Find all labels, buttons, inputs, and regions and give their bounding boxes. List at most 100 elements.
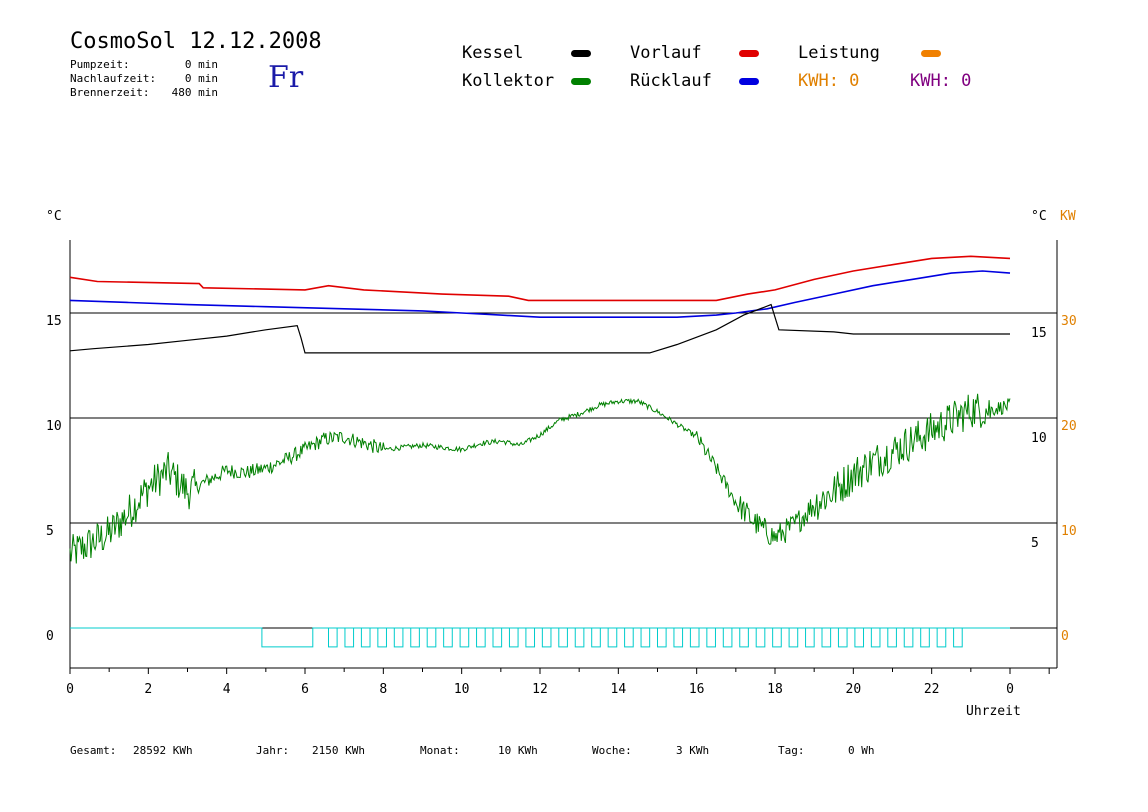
footer-monat-value: 10 KWh <box>498 744 538 757</box>
pump-pulse <box>854 627 865 648</box>
footer-monat-label: Monat: <box>420 744 460 757</box>
pump-pulse <box>410 627 420 648</box>
y-left-tick-label: 15 <box>46 314 62 329</box>
y-left-axis-label: °C <box>46 209 62 224</box>
brennerzeit-value: 480 min <box>171 86 218 99</box>
legend-kessel-swatch <box>571 50 591 57</box>
y-left-tick-label: 10 <box>46 419 62 434</box>
pump-pulse <box>574 627 585 648</box>
pump-pulse <box>920 627 930 648</box>
series-pump-line <box>70 627 1010 648</box>
x-tick-label: 6 <box>301 682 309 697</box>
pump-pulse <box>640 627 651 648</box>
pump-pulse <box>870 627 881 648</box>
x-tick-label: 10 <box>454 682 470 697</box>
pump-pulse <box>903 627 914 648</box>
series-ruecklauf-line <box>69 270 1011 318</box>
pump-pulse <box>722 627 733 648</box>
pump-pulse <box>508 627 519 648</box>
x-tick-label: 22 <box>924 682 940 697</box>
pump-pulse <box>558 627 568 648</box>
footer-woche-label: Woche: <box>592 744 632 757</box>
series-vorlauf-line <box>69 255 1011 302</box>
legend-leistung-swatch <box>921 50 941 57</box>
y-left-tick-label: 5 <box>46 524 54 539</box>
pump-pulse <box>607 627 618 648</box>
pump-pulse <box>887 627 897 648</box>
series-kollektor-line <box>69 393 1011 564</box>
legend-vorlauf-swatch <box>739 50 759 57</box>
y-kw-axis-label: KW <box>1060 209 1076 224</box>
pump-pulse <box>541 627 552 648</box>
pump-pulse <box>344 627 355 648</box>
page-title: CosmoSol 12.12.2008 <box>70 29 322 54</box>
pump-pulse <box>788 627 799 648</box>
y-kw-tick-label: 0 <box>1061 629 1069 644</box>
y-kw-tick-label: 10 <box>1061 524 1077 539</box>
pump-pulse <box>673 627 684 648</box>
x-tick-label: 12 <box>532 682 548 697</box>
x-tick-label: 16 <box>689 682 705 697</box>
pump-pulse <box>657 627 667 648</box>
pump-pulse <box>492 627 503 648</box>
x-tick-label: 8 <box>379 682 387 697</box>
legend-kollektor-label: Kollektor <box>462 71 555 91</box>
pump-pulse <box>393 627 404 648</box>
pump-pulse <box>821 627 832 648</box>
kwh-orange-value: KWH: 0 <box>798 71 860 91</box>
pump-pulse <box>689 627 700 648</box>
x-axis-label: Uhrzeit <box>966 704 1021 719</box>
pump-pulse <box>426 627 437 648</box>
y-right-tick-label: 5 <box>1031 536 1039 551</box>
nachlaufzeit-value: 0 min <box>184 72 218 85</box>
pump-pulse <box>443 627 453 648</box>
x-tick-label: 4 <box>223 682 231 697</box>
footer-woche-value: 3 KWh <box>676 744 710 757</box>
x-tick-label: 18 <box>767 682 783 697</box>
nachlaufzeit-label: Nachlaufzeit: <box>70 72 157 85</box>
footer-jahr-value: 2150 KWh <box>312 744 365 757</box>
brennerzeit-label: Brennerzeit: <box>70 86 150 99</box>
series-kessel-line <box>69 303 1010 354</box>
x-tick-label: 14 <box>611 682 627 697</box>
legend-kollektor-swatch <box>571 78 591 85</box>
x-tick-label: 0 <box>66 682 74 697</box>
pump-pulse <box>953 627 963 648</box>
legend-kessel-label: Kessel <box>462 43 524 63</box>
y-right-tick-label: 15 <box>1031 326 1047 341</box>
kwh-purple-value: KWH: 0 <box>910 71 972 91</box>
pump-pulse <box>476 627 486 648</box>
footer-tag-value: 0 Wh <box>848 744 875 757</box>
legend-leistung-label: Leistung <box>798 43 880 63</box>
pump-pulse <box>328 627 338 648</box>
y-right-tick-label: 10 <box>1031 431 1047 446</box>
y-kw-tick-label: 30 <box>1061 314 1077 329</box>
pumpzeit-value: 0 min <box>184 58 218 71</box>
pump-pulse <box>360 627 371 648</box>
y-kw-tick-label: 20 <box>1061 419 1077 434</box>
x-tick-label: 2 <box>144 682 152 697</box>
pump-pulse <box>739 627 749 648</box>
pump-pulse <box>459 627 470 648</box>
pump-pulse <box>772 627 782 648</box>
pump-pulse <box>706 627 716 648</box>
y-right-axis-label: °C <box>1031 209 1047 224</box>
pump-pulse <box>624 627 634 648</box>
footer-gesamt-value: 28592 KWh <box>133 744 193 757</box>
pump-pulse <box>837 627 848 648</box>
weekday-label: Fr <box>268 60 304 95</box>
footer-jahr-label: Jahr: <box>256 744 290 757</box>
x-tick-label: 0 <box>1006 682 1014 697</box>
y-left-tick-label: 0 <box>46 629 54 644</box>
pump-pulse <box>591 627 601 648</box>
pump-pulse <box>525 627 536 648</box>
pumpzeit-label: Pumpzeit: <box>70 58 130 71</box>
pump-pulse <box>805 627 815 648</box>
pump-pulse <box>936 627 947 648</box>
pump-pulse <box>755 627 766 648</box>
footer-tag-label: Tag: <box>778 744 805 757</box>
legend-ruecklauf-label: Rücklauf <box>630 71 712 91</box>
pump-pulse <box>377 627 387 648</box>
legend-ruecklauf-swatch <box>739 78 759 85</box>
